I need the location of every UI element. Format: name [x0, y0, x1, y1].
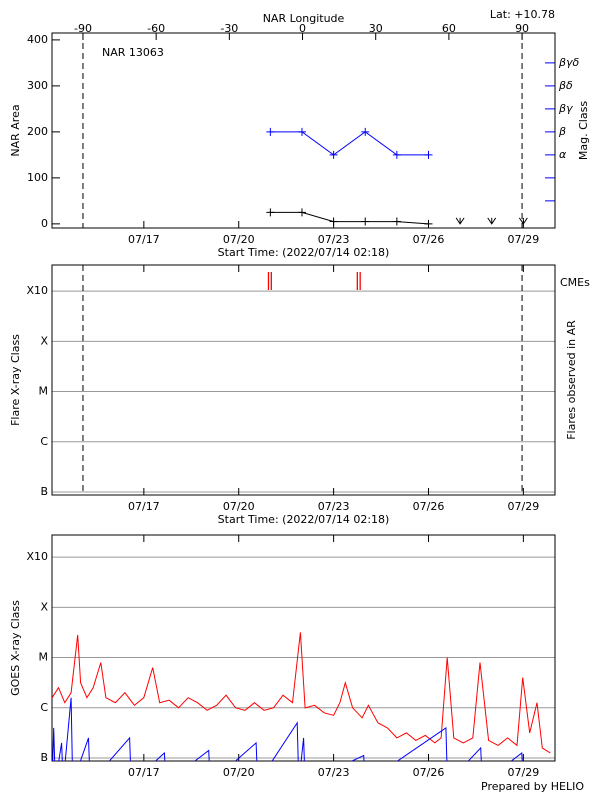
y-tick-label: B	[40, 485, 48, 498]
y2-tick-label: α	[559, 148, 567, 161]
data-marker	[455, 217, 465, 225]
data-marker	[487, 217, 497, 225]
x2-tick-label: 0	[299, 22, 306, 35]
data-marker	[361, 217, 370, 226]
x2-tick-label: -30	[220, 22, 238, 35]
x2-tick-label: -90	[74, 22, 92, 35]
plot-frame	[51, 534, 556, 762]
data-marker	[297, 127, 306, 136]
x2-tick-label: 30	[369, 22, 383, 35]
series-line	[52, 697, 523, 761]
y2-tick-label: βγ	[558, 102, 573, 115]
x-tick-label: 07/20	[223, 500, 255, 513]
y-axis-title: NAR Area	[9, 104, 22, 156]
plot-area	[52, 632, 551, 761]
series-line	[270, 131, 429, 156]
y-tick-label: B	[40, 751, 48, 764]
credit: Prepared by HELIO	[481, 780, 584, 793]
y-tick-label: M	[39, 651, 49, 664]
y2-tick-label: βγδ	[558, 56, 580, 69]
data-marker	[297, 208, 306, 217]
x2-axis-title: NAR Longitude	[263, 12, 345, 25]
x-tick-label: 07/26	[413, 766, 445, 779]
x2-tick-label: -60	[147, 22, 165, 35]
y-tick-label: X10	[26, 284, 48, 297]
y2-axis-title: Mag. Class	[577, 101, 590, 160]
legend-label: CMEs	[560, 276, 590, 289]
x-tick-label: 07/26	[413, 500, 445, 513]
y-axis-title: Flare X-ray Class	[9, 334, 22, 426]
y-axis-title: GOES X-ray Class	[9, 600, 22, 696]
series-line	[52, 632, 551, 754]
x-axis-title: Start Time: (2022/07/14 02:18)	[218, 513, 390, 526]
y-tick-label: C	[40, 701, 48, 714]
y-tick-label: X	[40, 600, 48, 613]
x-tick-label: 07/23	[318, 766, 350, 779]
x-tick-label: 07/29	[508, 233, 540, 246]
x-tick-label: 07/29	[508, 500, 540, 513]
y-tick-label: C	[40, 435, 48, 448]
x-tick-label: 07/20	[223, 233, 255, 246]
data-marker	[266, 127, 275, 136]
data-marker	[424, 219, 433, 228]
y-tick-label: X	[40, 334, 48, 347]
data-marker	[329, 150, 338, 159]
x2-tick-label: 90	[515, 22, 529, 35]
y2-tick-label: β	[558, 125, 566, 138]
plot-area	[270, 131, 429, 225]
data-marker	[329, 217, 338, 226]
data-marker	[424, 150, 433, 159]
y-tick-label: 0	[41, 217, 48, 230]
y-tick-label: 300	[27, 79, 48, 92]
y2-axis-title: Flares observed in AR	[565, 320, 578, 440]
x-axis-title: Start Time: (2022/07/14 02:18)	[218, 246, 390, 259]
x-tick-label: 07/17	[128, 766, 160, 779]
data-marker	[266, 208, 275, 217]
x-tick-label: 07/20	[223, 766, 255, 779]
y-tick-label: M	[39, 385, 49, 398]
plot-frame	[51, 32, 556, 229]
plot-frame	[51, 264, 556, 496]
x-tick-label: 07/26	[413, 233, 445, 246]
y2-tick-label: βδ	[558, 79, 573, 92]
data-marker	[361, 127, 370, 136]
series-line	[270, 211, 429, 225]
y-tick-label: X10	[26, 550, 48, 563]
x-tick-label: 07/23	[318, 233, 350, 246]
y-tick-label: 400	[27, 33, 48, 46]
data-marker	[392, 150, 401, 159]
chart-title: NAR 13063	[102, 46, 164, 59]
x2-tick-label: 60	[442, 22, 456, 35]
data-marker	[518, 217, 528, 225]
plot-area	[267, 272, 361, 290]
x-tick-label: 07/17	[128, 233, 160, 246]
y-tick-label: 100	[27, 171, 48, 184]
data-marker	[392, 217, 401, 226]
latitude-label: Lat: +10.78	[490, 8, 555, 21]
x-tick-label: 07/29	[508, 766, 540, 779]
x-tick-label: 07/23	[318, 500, 350, 513]
y-tick-label: 200	[27, 125, 48, 138]
x-tick-label: 07/17	[128, 500, 160, 513]
